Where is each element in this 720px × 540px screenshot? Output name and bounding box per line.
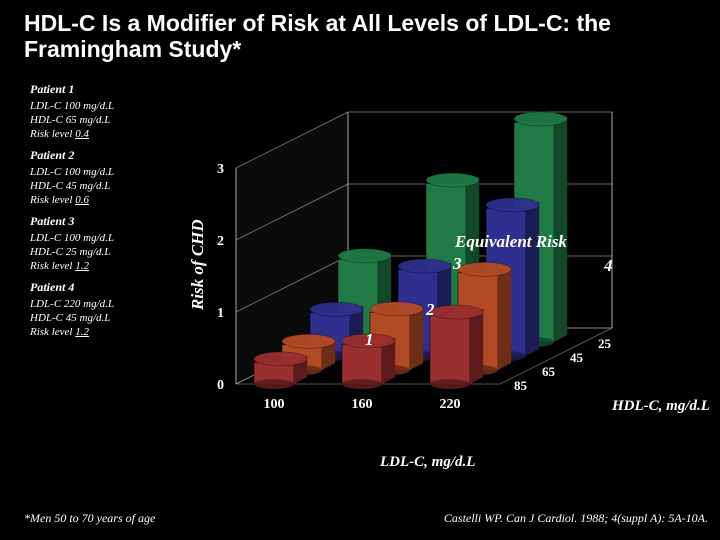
- bar-label-2: 2: [426, 300, 435, 320]
- citation: Castelli WP. Can J Cardiol. 1988; 4(supp…: [444, 511, 708, 526]
- patient-risk: Risk level 0.6: [30, 194, 175, 206]
- patient-hdl: HDL-C 45 mg/d.L: [30, 312, 175, 324]
- bar-label-3: 3: [453, 254, 462, 274]
- patient-hdl: HDL-C 65 mg/d.L: [30, 114, 175, 126]
- svg-text:85: 85: [514, 378, 528, 393]
- patient-hdl: HDL-C 45 mg/d.L: [30, 180, 175, 192]
- patient-hdl: HDL-C 25 mg/d.L: [30, 246, 175, 258]
- risk-3d-bar-chart: 0 1 2 3 100 160 220 85 65 45 25: [198, 84, 698, 424]
- svg-text:65: 65: [542, 364, 556, 379]
- footnote: *Men 50 to 70 years of age: [24, 511, 155, 526]
- patient-risk: Risk level 1.2: [30, 326, 175, 338]
- patient-header: Patient 3: [30, 214, 175, 229]
- patient-ldl: LDL-C 100 mg/d.L: [30, 232, 175, 244]
- svg-text:3: 3: [217, 162, 224, 177]
- slide-title: HDL-C Is a Modifier of Risk at All Level…: [24, 10, 696, 63]
- equivalent-risk-label: Equivalent Risk: [455, 232, 567, 252]
- svg-text:100: 100: [264, 397, 285, 412]
- z-axis-title: HDL-C, mg/d.L: [612, 398, 710, 415]
- patient-ldl: LDL-C 100 mg/d.L: [30, 166, 175, 178]
- bar-label-1: 1: [365, 330, 374, 350]
- x-axis-title: LDL-C, mg/d.L: [380, 454, 475, 471]
- svg-text:220: 220: [440, 397, 461, 412]
- patient-block: Patient 1 LDL-C 100 mg/d.L HDL-C 65 mg/d.L…: [30, 82, 175, 140]
- patient-sidebar: Patient 1 LDL-C 100 mg/d.L HDL-C 65 mg/d.L…: [30, 82, 175, 346]
- svg-text:0: 0: [217, 378, 224, 393]
- patient-header: Patient 4: [30, 280, 175, 295]
- patient-block: Patient 4 LDL-C 220 mg/d.L HDL-C 45 mg/d.L…: [30, 280, 175, 338]
- svg-text:2: 2: [217, 234, 224, 249]
- patient-risk: Risk level 1.2: [30, 260, 175, 272]
- patient-block: Patient 3 LDL-C 100 mg/d.L HDL-C 25 mg/d.L…: [30, 214, 175, 272]
- patient-risk: Risk level 0.4: [30, 128, 175, 140]
- patient-ldl: LDL-C 100 mg/d.L: [30, 100, 175, 112]
- patient-header: Patient 2: [30, 148, 175, 163]
- patient-block: Patient 2 LDL-C 100 mg/d.L HDL-C 45 mg/d.L…: [30, 148, 175, 206]
- bar-label-4: 4: [604, 256, 613, 276]
- svg-text:25: 25: [598, 336, 612, 351]
- patient-header: Patient 1: [30, 82, 175, 97]
- patient-ldl: LDL-C 220 mg/d.L: [30, 298, 175, 310]
- svg-text:1: 1: [217, 306, 224, 321]
- svg-text:160: 160: [352, 397, 373, 412]
- svg-text:45: 45: [570, 350, 584, 365]
